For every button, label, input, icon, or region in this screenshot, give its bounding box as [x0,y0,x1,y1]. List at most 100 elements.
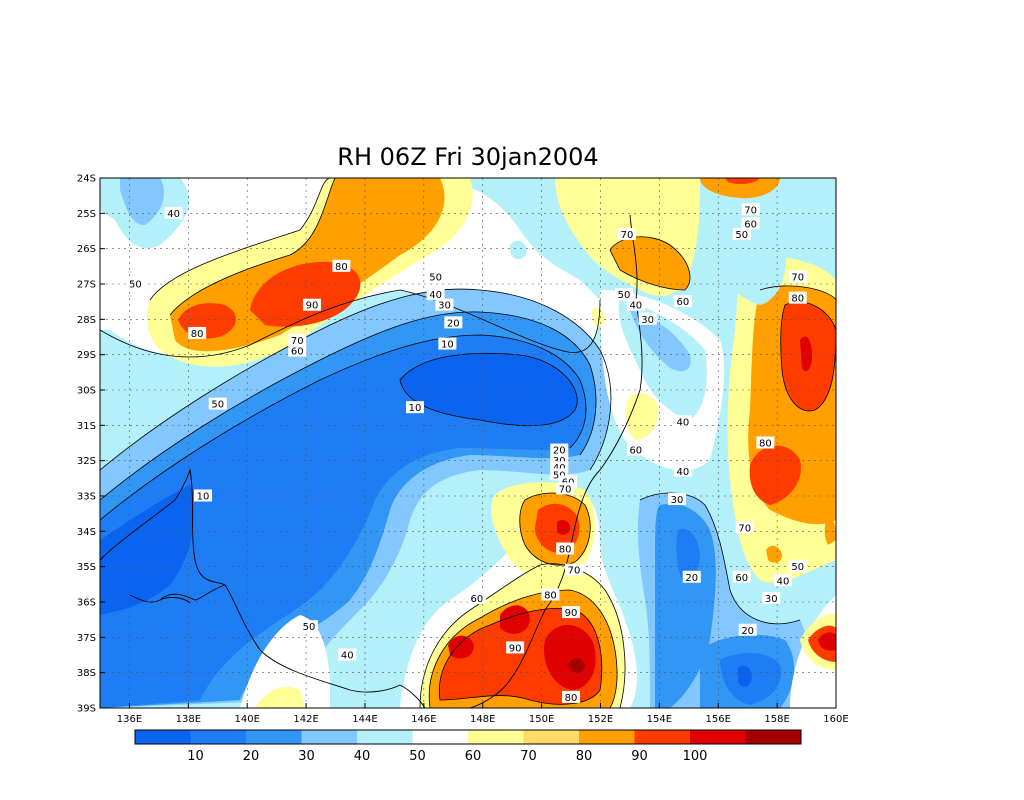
contour-label-bg [741,217,760,230]
contour-label-bg [406,401,425,414]
x-tick-label: 148E [470,714,495,725]
x-tick-label: 156E [706,714,731,725]
contour-label: 30 [671,495,684,506]
x-axis-ticks: 136E 138E 140E 142E 144E 146E 148E 150E 152E 154E… [117,703,849,725]
contour-label-bg [741,203,760,216]
y-tick-label: 37S [77,633,96,644]
contour-label: 80 [759,439,772,450]
contour-label: 60 [677,297,690,308]
contour-label-bg [556,482,575,495]
field-orange-e-small [766,545,782,563]
x-tick-label: 158E [764,714,789,725]
lat-lon-grid [100,178,836,708]
contour-label-bg [556,542,575,555]
contour-label: 30 [641,315,654,326]
contour-label: 70 [744,205,757,216]
contour-label-bg [126,277,145,290]
contour-label: 90 [565,608,578,619]
contour-label-bg [562,606,581,619]
y-tick-label: 31S [77,421,96,432]
contour-label-bg [788,291,807,304]
x-tick-label: 142E [293,714,318,725]
field-lightblue-dot [510,240,527,260]
field-darkred-34s [557,520,570,535]
contour-label: 70 [621,230,634,241]
contour-label-bg [638,312,657,325]
contour-label: 40 [629,301,642,312]
y-tick-label: 29S [77,350,96,361]
contour-label-bg [735,521,754,534]
x-tick-label: 150E [529,714,554,725]
contour-label-bg [550,443,569,456]
colorbar-swatch [690,730,746,744]
contour-label: 90 [509,643,522,654]
y-tick-label: 26S [77,244,96,255]
contour-label: 20 [685,573,698,584]
field-orange-ne [610,236,690,290]
contour-label: 40 [341,651,354,662]
contour-label: 70 [559,484,572,495]
contour-label: 80 [791,294,804,305]
y-tick-label: 28S [77,315,96,326]
contour-label-bg [738,623,757,636]
colorbar-swatch [301,730,358,744]
colorbar-label: 50 [409,749,426,764]
contour-label: 40 [677,417,690,428]
colorbar-swatch [745,730,802,744]
field-yellow-dot [592,308,605,328]
contour-label: 60 [470,594,483,605]
contour-label-bg [435,298,454,311]
field-darkred-se-2 [448,635,474,659]
contour-label-bg [673,464,692,477]
contour-label: 70 [568,566,581,577]
contour-label: 50 [129,280,142,291]
contour-label-bg [288,334,307,347]
contour-label: 10 [441,340,454,351]
field-blue-10-sw [100,485,194,615]
contour-label-bg [467,591,486,604]
field-blue-20-se [676,528,700,582]
contour-label: 40 [167,209,180,220]
contour-label-bg [756,436,775,449]
colorbar-swatch [468,730,524,744]
contour-label-bg [562,690,581,703]
field-orange-e-edge [824,518,836,545]
colorbar-swatch [412,730,469,744]
contour-label: 90 [306,301,319,312]
contour-label-bg [774,574,793,587]
contour-label-bg [626,298,645,311]
colorbar-swatch [357,730,413,744]
contour-label-bg [788,270,807,283]
y-axis-ticks: 24S 25S 26S 27S 28S 29S 30S 31S 32S 33S 34S 35S 36S 3… [77,174,105,715]
contour-label: 50 [791,562,804,573]
contour-label-bg [426,270,445,283]
field-darkest-se [568,658,585,674]
x-tick-label: 154E [647,714,672,725]
colorbar-swatch [523,730,580,744]
contour-label: 80 [559,545,572,556]
contour-label: 70 [791,272,804,283]
contour-label: 80 [565,693,578,704]
contour-label-bg [626,443,645,456]
contour-label-bg [438,337,457,350]
x-tick-label: 152E [588,714,613,725]
colorbar-label: 60 [465,749,482,764]
field-blue-10-central [400,353,578,426]
contour-label: 50 [735,230,748,241]
contour-label-bg [541,588,560,601]
contour-label: 60 [291,347,304,358]
plot-frame [99,177,837,709]
colorbar-swatch [634,730,691,744]
contour-label-bg [164,206,183,219]
contour-label-bg [208,397,227,410]
contour-label: 40 [677,467,690,478]
contour-label: 20 [553,446,566,457]
contour-label-bg [732,570,751,583]
contour-label-bg [762,591,781,604]
field-red-e-2 [749,445,801,505]
field-blue-east [630,310,691,372]
y-tick-label: 27S [77,280,96,291]
contour-label-bg [673,295,692,308]
contour-label: 30 [438,301,451,312]
colorbar-frame [134,729,802,745]
